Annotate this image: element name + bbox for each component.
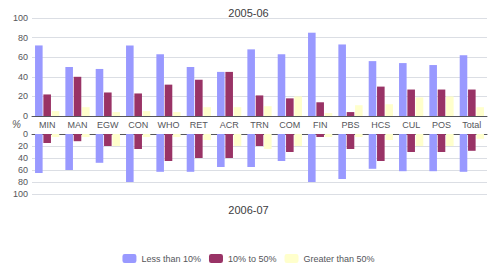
svg-text:10% to 50%: 10% to 50% [228, 254, 277, 264]
svg-text:0: 0 [23, 111, 28, 121]
svg-text:FIN: FIN [313, 120, 328, 130]
svg-text:40: 40 [18, 72, 28, 82]
svg-text:Greater than 50%: Greater than 50% [304, 254, 375, 264]
svg-text:Total: Total [462, 120, 481, 130]
svg-text:RET: RET [190, 120, 209, 130]
svg-text:100: 100 [13, 13, 28, 23]
svg-text:PBS: PBS [341, 120, 359, 130]
svg-text:COM: COM [279, 120, 300, 130]
svg-text:20: 20 [18, 141, 28, 151]
svg-text:40: 40 [18, 153, 28, 163]
svg-text:CON: CON [128, 120, 148, 130]
svg-text:100: 100 [13, 189, 28, 199]
svg-text:20: 20 [18, 91, 28, 101]
svg-text:%: % [12, 119, 21, 130]
svg-text:CUL: CUL [402, 120, 420, 130]
svg-text:2005-06: 2005-06 [228, 7, 268, 19]
svg-text:60: 60 [18, 52, 28, 62]
svg-text:80: 80 [18, 177, 28, 187]
svg-text:POS: POS [432, 120, 451, 130]
svg-text:MIN: MIN [39, 120, 56, 130]
svg-text:MAN: MAN [68, 120, 88, 130]
svg-text:2006-07: 2006-07 [228, 204, 268, 216]
svg-text:0: 0 [23, 129, 28, 139]
svg-text:60: 60 [18, 165, 28, 175]
svg-text:HCS: HCS [371, 120, 390, 130]
svg-text:EGW: EGW [97, 120, 119, 130]
svg-text:Less than 10%: Less than 10% [141, 254, 201, 264]
svg-text:ACR: ACR [220, 120, 240, 130]
svg-text:80: 80 [18, 33, 28, 43]
svg-text:WHO: WHO [158, 120, 180, 130]
svg-text:TRN: TRN [250, 120, 269, 130]
